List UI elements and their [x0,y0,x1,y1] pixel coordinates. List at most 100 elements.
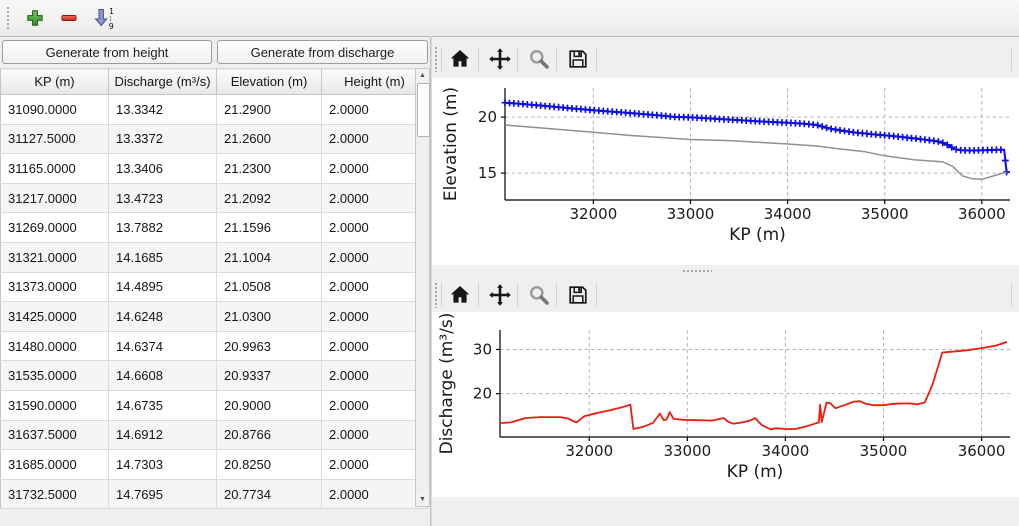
table-cell[interactable]: 20.8766 [216,420,322,451]
table-row[interactable]: 31217.0000 13.4723 21.2092 2.0000 [0,183,428,214]
panel-splitter-vertical[interactable] [430,36,432,526]
table-cell[interactable]: 21.0300 [216,301,322,332]
column-header-2[interactable]: Elevation (m) [216,68,322,95]
table-cell[interactable]: 21.0508 [216,272,322,303]
table-cell[interactable]: 31685.0000 [0,449,109,480]
discharge-chart-figure[interactable]: 32000 33000 34000 35000 36000 20 30 KP (m) Disch… [432,312,1019,497]
table-cell[interactable]: 31269.0000 [0,212,109,243]
add-row-button[interactable] [20,4,50,32]
table-vertical-scrollbar[interactable]: ▲ ▼ [415,68,430,507]
table-cell[interactable]: 13.4723 [108,183,217,214]
pan-button[interactable] [486,281,514,309]
table-cell[interactable]: 2.0000 [321,449,428,480]
table-row[interactable]: 31127.5000 13.3372 21.2600 2.0000 [0,124,428,155]
table-cell[interactable]: 31732.5000 [0,479,109,510]
table-cell[interactable]: 2.0000 [321,420,428,451]
table-cell[interactable]: 14.4895 [108,272,217,303]
table-cell[interactable]: 14.6248 [108,301,217,332]
pan-button[interactable] [486,45,514,73]
table-cell[interactable]: 14.7695 [108,479,217,510]
table-cell[interactable]: 14.6374 [108,331,217,362]
save-button[interactable] [564,45,592,73]
table-cell[interactable]: 31535.0000 [0,360,109,391]
column-header-3[interactable]: Height (m) [321,68,428,95]
toolbar-drag-handle[interactable] [434,46,438,72]
table-cell[interactable]: 13.7882 [108,212,217,243]
elevation-chart-figure[interactable]: 32000 33000 34000 35000 36000 15 20 KP (m) Eleva… [432,78,1019,265]
zoom-button[interactable] [525,45,553,73]
table-cell[interactable]: 21.2900 [216,94,322,125]
table-cell[interactable]: 2.0000 [321,390,428,421]
scrollbar-down-arrow-icon[interactable]: ▼ [416,493,429,506]
toolbar-drag-handle[interactable] [6,6,10,30]
table-cell[interactable]: 2.0000 [321,242,428,273]
scrollbar-up-arrow-icon[interactable]: ▲ [416,69,429,82]
table-row[interactable]: 31590.0000 14.6735 20.9000 2.0000 [0,390,428,421]
table-cell[interactable]: 20.9000 [216,390,322,421]
table-row[interactable]: 31090.0000 13.3342 21.2900 2.0000 [0,94,428,125]
table-cell[interactable]: 31127.5000 [0,124,109,155]
table-cell[interactable]: 2.0000 [321,183,428,214]
table-cell[interactable]: 2.0000 [321,479,428,510]
table-cell[interactable]: 13.3342 [108,94,217,125]
table-row[interactable]: 31269.0000 13.7882 21.1596 2.0000 [0,212,428,243]
zoom-button[interactable] [525,281,553,309]
table-cell[interactable]: 21.1004 [216,242,322,273]
generate-from-discharge-button[interactable]: Generate from discharge [217,40,428,64]
table-row[interactable]: 31535.0000 14.6608 20.9337 2.0000 [0,360,428,391]
table-row[interactable]: 31685.0000 14.7303 20.8250 2.0000 [0,449,428,480]
table-cell[interactable]: 31165.0000 [0,153,109,184]
table-row[interactable]: 31373.0000 14.4895 21.0508 2.0000 [0,272,428,303]
table-row[interactable]: 31637.5000 14.6912 20.8766 2.0000 [0,420,428,451]
table-cell[interactable]: 31480.0000 [0,331,109,362]
column-header-0[interactable]: KP (m) [0,68,109,95]
table-cell[interactable]: 14.6912 [108,420,217,451]
table-cell[interactable]: 31425.0000 [0,301,109,332]
remove-row-button[interactable] [54,4,84,32]
table-cell[interactable]: 20.8250 [216,449,322,480]
table-row[interactable]: 31732.5000 14.7695 20.7734 2.0000 [0,479,428,510]
table-cell[interactable]: 13.3406 [108,153,217,184]
table-cell[interactable]: 31637.5000 [0,420,109,451]
table-cell[interactable]: 2.0000 [321,272,428,303]
table-cell[interactable]: 21.2600 [216,124,322,155]
home-button[interactable] [446,45,474,73]
table-cell[interactable]: 31090.0000 [0,94,109,125]
table-cell[interactable]: 21.1596 [216,212,322,243]
table-cell[interactable]: 2.0000 [321,360,428,391]
discharge-chart[interactable]: 32000 33000 34000 35000 36000 20 30 KP (m) Disch… [432,312,1019,497]
table-row[interactable]: 31425.0000 14.6248 21.0300 2.0000 [0,301,428,332]
table-cell[interactable]: 31217.0000 [0,183,109,214]
table-cell[interactable]: 2.0000 [321,124,428,155]
table-cell[interactable]: 20.9337 [216,360,322,391]
table-row[interactable]: 31321.0000 14.1685 21.1004 2.0000 [0,242,428,273]
table-cell[interactable]: 31590.0000 [0,390,109,421]
home-button[interactable] [446,281,474,309]
elevation-chart[interactable]: 32000 33000 34000 35000 36000 15 20 KP (m) Eleva… [432,78,1019,265]
sort-ascending-button[interactable]: 1 9 [88,4,118,32]
table-cell[interactable]: 20.7734 [216,479,322,510]
toolbar-drag-handle[interactable] [434,282,438,308]
generate-from-height-button[interactable]: Generate from height [2,40,212,64]
table-row[interactable]: 31165.0000 13.3406 21.2300 2.0000 [0,153,428,184]
table-cell[interactable]: 21.2300 [216,153,322,184]
table-cell[interactable]: 2.0000 [321,212,428,243]
table-cell[interactable]: 2.0000 [321,153,428,184]
chart-splitter-handle[interactable] [682,269,712,273]
table-cell[interactable]: 14.6608 [108,360,217,391]
table-cell[interactable]: 31321.0000 [0,242,109,273]
table-cell[interactable]: 2.0000 [321,331,428,362]
table-cell[interactable]: 31373.0000 [0,272,109,303]
column-header-1[interactable]: Discharge (m³/s) [108,68,217,95]
table-cell[interactable]: 14.7303 [108,449,217,480]
table-cell[interactable]: 14.1685 [108,242,217,273]
table-cell[interactable]: 20.9963 [216,331,322,362]
scrollbar-thumb[interactable] [417,83,430,137]
table-cell[interactable]: 21.2092 [216,183,322,214]
save-button[interactable] [564,281,592,309]
table-row[interactable]: 31480.0000 14.6374 20.9963 2.0000 [0,331,428,362]
table-cell[interactable]: 2.0000 [321,94,428,125]
table-cell[interactable]: 14.6735 [108,390,217,421]
table-cell[interactable]: 2.0000 [321,301,428,332]
table-cell[interactable]: 13.3372 [108,124,217,155]
